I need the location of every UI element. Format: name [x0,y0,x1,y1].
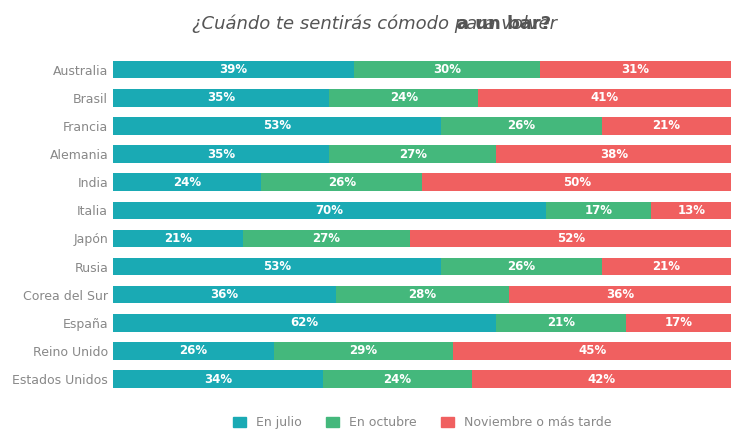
Text: 21%: 21% [652,119,680,132]
Text: 52%: 52% [556,232,584,245]
Bar [496,145,731,163]
Bar [113,258,441,275]
Text: 35%: 35% [207,92,235,104]
Bar [546,202,651,219]
Bar [243,230,410,247]
Bar [323,370,472,388]
Bar [113,342,274,360]
Text: 28%: 28% [408,288,437,301]
Bar [113,61,354,78]
Text: 36%: 36% [606,288,634,301]
Text: 38%: 38% [600,147,628,161]
Bar [113,314,496,332]
Bar [422,173,731,191]
Text: 42%: 42% [587,373,615,385]
Text: 26%: 26% [507,119,535,132]
Text: 53%: 53% [263,260,291,273]
Bar [602,117,731,135]
Text: 27%: 27% [312,232,340,245]
Bar [113,117,441,135]
Text: 45%: 45% [578,345,606,357]
Text: 31%: 31% [621,63,649,76]
Bar [113,145,329,163]
Text: 62%: 62% [291,316,319,330]
Text: 24%: 24% [384,373,412,385]
Text: 41%: 41% [590,92,619,104]
Text: 21%: 21% [547,316,575,330]
Bar [496,314,627,332]
Bar [113,286,336,304]
Bar [627,314,731,332]
Bar [354,61,540,78]
Text: 70%: 70% [315,204,344,217]
Text: 26%: 26% [179,345,207,357]
Bar [113,89,329,106]
Bar [540,61,731,78]
Text: 24%: 24% [173,176,201,189]
Bar [274,342,453,360]
Bar [453,342,731,360]
Bar [113,202,546,219]
Text: 24%: 24% [390,92,418,104]
Bar [410,230,731,247]
Bar [441,117,602,135]
Text: 53%: 53% [263,119,291,132]
Bar [113,173,262,191]
Bar [602,258,731,275]
Legend: En julio, En octubre, Noviembre o más tarde: En julio, En octubre, Noviembre o más ta… [228,411,617,434]
Text: a un bar?: a un bar? [457,15,551,33]
Bar [329,145,496,163]
Bar [651,202,731,219]
Text: 50%: 50% [562,176,591,189]
Text: 30%: 30% [433,63,461,76]
Text: 17%: 17% [584,204,612,217]
Text: 21%: 21% [652,260,680,273]
Text: 26%: 26% [328,176,356,189]
Bar [113,230,243,247]
Text: 36%: 36% [210,288,238,301]
Text: 39%: 39% [219,63,248,76]
Bar [441,258,602,275]
Bar [329,89,478,106]
Bar [509,286,731,304]
Text: 17%: 17% [665,316,693,330]
Text: 27%: 27% [399,147,427,161]
Text: 13%: 13% [677,204,705,217]
Bar [472,370,731,388]
Text: 34%: 34% [204,373,232,385]
Text: 35%: 35% [207,147,235,161]
Bar [478,89,731,106]
Bar [336,286,509,304]
Text: 21%: 21% [164,232,192,245]
Text: 29%: 29% [349,345,378,357]
Bar [113,370,323,388]
Text: 26%: 26% [507,260,535,273]
Bar [262,173,422,191]
Text: ¿Cuándo te sentirás cómodo para volver: ¿Cuándo te sentirás cómodo para volver [192,15,562,33]
